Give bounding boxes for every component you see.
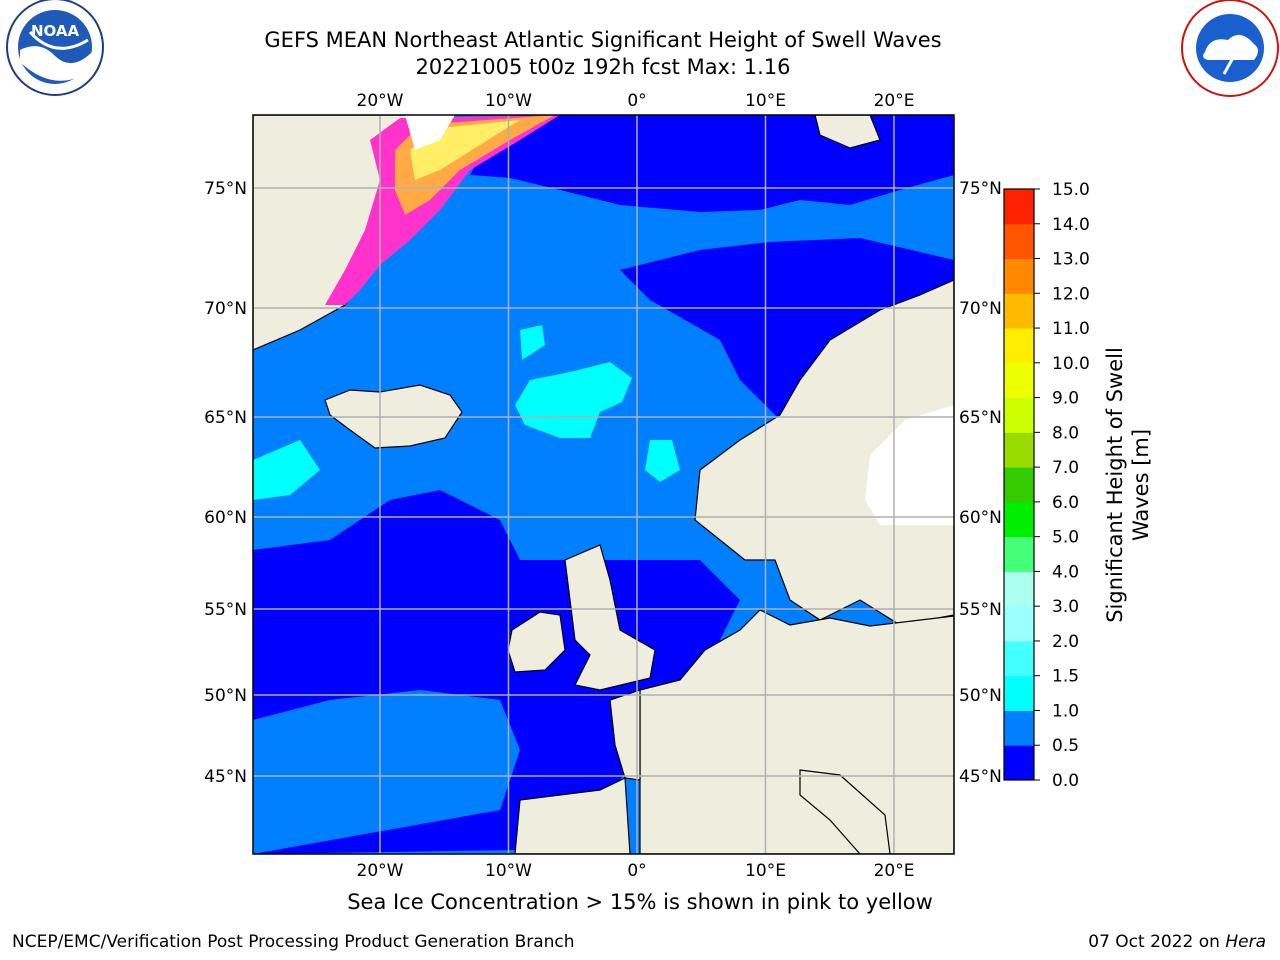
land-continental-europe [639,609,954,854]
colorbar-tick-label: 2.0 [1052,632,1079,652]
land-france [609,689,641,781]
colorbar-segment [1004,640,1034,677]
colorbar-segment [1004,362,1034,399]
sea-ice-white [405,115,455,150]
lon-label-top: 10°E [745,91,786,111]
colorbar-segment [1004,223,1034,260]
colorbar-segment [1004,293,1034,329]
sea-ice-note: Sea Ice Concentration > 15% is shown in … [347,890,933,914]
land-scandinavia [694,279,954,626]
colorbar-tick-label: 13.0 [1052,250,1090,270]
colorbar-frame [1003,188,1035,781]
land-italy [799,769,891,854]
colorbar-tick-label: 14.0 [1052,215,1090,235]
colorbar-segment [1004,675,1034,711]
lat-label-left: 70°N [204,299,247,319]
lon-labels-bottom: 20°W 10°W 0° 10°E 20°E [357,861,915,881]
lon-label-bottom: 0° [627,861,646,881]
colorbar-tick-label: 1.0 [1052,701,1079,721]
colorbar-tick-label: 12.0 [1052,284,1090,304]
graticule [253,115,954,854]
lat-label-right: 60°N [959,508,1002,528]
lat-label-left: 45°N [204,767,247,787]
footer-date-text: 07 Oct 2022 on [1088,932,1226,952]
colorbar-label-line2: Waves [m] [1129,429,1153,541]
lon-label-top: 20°E [874,91,915,111]
lat-label-right: 50°N [959,686,1002,706]
colorbar-segment [1004,501,1034,538]
lat-label-right: 65°N [959,408,1002,428]
colorbar-segment [1004,710,1034,746]
colorbar-segment [1004,745,1034,781]
lat-label-right: 45°N [959,767,1002,787]
noaa-logo: NOAA [6,0,104,96]
colorbar-tick-label: 8.0 [1052,423,1079,443]
lat-label-right: 75°N [959,179,1002,199]
map-subtitle: 20221005 t00z 192h fcst Max: 1.16 [415,55,791,79]
colorbar-tick-label: 5.0 [1052,528,1079,548]
swell-zone-1-15m-small [645,440,680,482]
lon-label-bottom: 10°E [745,861,786,881]
swell-zone-1-15m-west [253,440,320,500]
map-frame [252,114,955,855]
lon-label-top: 20°W [357,91,404,111]
lat-label-left: 50°N [204,686,247,706]
nws-logo [1181,0,1279,97]
swell-zone-05-1m-atlantic [253,690,520,854]
lon-label-bottom: 10°W [485,861,532,881]
lon-label-top: 0° [627,91,646,111]
swell-zone-1-15m-norwegian-sea [515,362,632,438]
colorbar-tick-label: 7.0 [1052,458,1079,478]
lat-labels-right: 75°N 70°N 65°N 60°N 55°N 50°N 45°N [959,179,1002,787]
footer-host: Hera [1225,932,1266,952]
lon-label-top: 10°W [485,91,532,111]
land-great-britain [564,544,656,691]
lat-label-left: 55°N [204,600,247,620]
map-title: GEFS MEAN Northeast Atlantic Significant… [264,28,942,52]
noaa-logo-text: NOAA [31,22,80,40]
lat-label-left: 75°N [204,179,247,199]
footer-date: 07 Oct 2022 on Hera [1088,932,1266,952]
colorbar-segment [1004,328,1034,364]
colorbar-segment [1004,397,1034,433]
colorbar-segment [1004,258,1034,294]
colorbar: 0.0 0.5 1.0 1.5 2.0 3.0 4.0 5.0 6.0 7.0 8.0 9.0 10.0… [1003,180,1090,791]
sea-ice-pink [325,115,560,305]
land-iberia [514,777,631,854]
lon-labels-top: 20°W 10°W 0° 10°E 20°E [357,91,915,111]
colorbar-label: Significant Height of SwellWaves [m] [1103,347,1153,623]
colorbar-segment [1004,189,1034,225]
lat-label-left: 65°N [204,408,247,428]
colorbar-tick-label: 1.5 [1052,667,1079,687]
colorbar-tick-label: 9.0 [1052,389,1079,409]
colorbar-tick-label: 11.0 [1052,319,1090,339]
colorbar-tick-label: 3.0 [1052,597,1079,617]
colorbar-tick-label: 0.0 [1052,771,1079,791]
colorbar-tick-label: 15.0 [1052,180,1090,200]
colorbar-segment [1004,432,1034,468]
colorbar-segment [1004,606,1034,642]
map-area [253,115,954,854]
lon-label-bottom: 20°E [874,861,915,881]
colorbar-tick-label: 4.0 [1052,562,1079,582]
footer-credit: NCEP/EMC/Verification Post Processing Pr… [12,932,575,952]
sea-ice-white-bothnia [865,405,954,525]
colorbar-tick-label: 6.0 [1052,493,1079,513]
colorbar-tick-label: 10.0 [1052,354,1090,374]
lon-label-bottom: 20°W [357,861,404,881]
swell-zone-1-15m-tiny [520,325,545,360]
lat-label-left: 60°N [204,508,247,528]
colorbar-segment [1004,467,1034,503]
lat-label-right: 70°N [959,299,1002,319]
land-svalbard [814,115,881,149]
lat-labels-left: 75°N 70°N 65°N 60°N 55°N 50°N 45°N [204,179,247,787]
colorbar-tick-label: 0.5 [1052,736,1079,756]
lat-label-right: 55°N [959,600,1002,620]
colorbar-segment [1004,536,1034,572]
colorbar-segment [1004,571,1034,607]
colorbar-label-line1: Significant Height of Swell [1103,347,1127,623]
